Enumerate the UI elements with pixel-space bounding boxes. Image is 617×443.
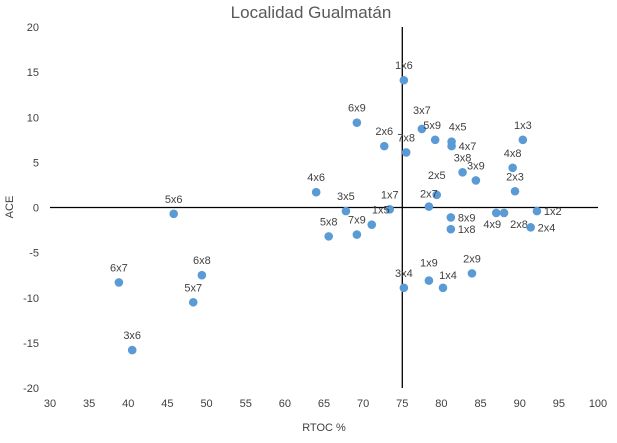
chart-title: Localidad Gualmatán — [231, 3, 392, 22]
data-point — [424, 276, 434, 285]
data-point — [188, 297, 198, 307]
y-tick-label: 20 — [27, 22, 39, 34]
x-tick-label: 95 — [553, 398, 565, 410]
x-tick-label: 45 — [161, 398, 173, 410]
data-label: 1x3 — [514, 120, 532, 132]
data-label: 2x6 — [375, 126, 393, 138]
data-label: 3x7 — [413, 105, 431, 117]
data-point — [491, 208, 501, 218]
y-tick-label: 5 — [33, 157, 39, 169]
data-label: 1x9 — [420, 258, 438, 270]
data-point — [508, 163, 517, 173]
data-point — [499, 208, 509, 218]
data-point — [467, 269, 477, 278]
data-point — [401, 148, 411, 157]
data-point — [518, 135, 528, 145]
data-label: 2x3 — [506, 171, 524, 183]
data-label: 8x9 — [458, 212, 476, 224]
y-axis-label: ACE — [4, 196, 16, 219]
data-point — [399, 75, 409, 85]
y-tick-label: -20 — [23, 383, 39, 395]
x-tick-label: 85 — [474, 398, 486, 410]
x-tick-label: 55 — [240, 398, 252, 410]
data-point — [432, 190, 442, 200]
data-point — [169, 209, 178, 219]
data-label: 3x9 — [467, 160, 485, 172]
x-tick-label: 35 — [83, 398, 95, 410]
y-tick-label: -15 — [23, 338, 39, 350]
x-tick-label: 75 — [396, 398, 408, 410]
data-label: 1x2 — [544, 206, 562, 218]
y-tick-label: 0 — [33, 203, 39, 215]
data-point — [510, 186, 520, 196]
data-point — [417, 124, 427, 134]
data-point — [379, 141, 389, 151]
data-point — [352, 230, 362, 239]
data-label: 2x8 — [510, 219, 528, 231]
data-label: 6x9 — [348, 103, 366, 115]
data-point — [385, 205, 395, 214]
data-point — [399, 283, 409, 293]
data-point — [352, 118, 362, 127]
y-tick-label: -10 — [23, 293, 39, 305]
data-label: 1x6 — [395, 60, 413, 72]
data-label: 5x6 — [165, 194, 183, 206]
data-label: 5x8 — [320, 216, 338, 228]
y-tick-label: 10 — [27, 112, 39, 124]
data-point — [430, 135, 440, 145]
data-point — [471, 176, 481, 185]
data-label: 1x7 — [381, 189, 399, 201]
data-label: 5x9 — [423, 120, 441, 132]
data-label: 4x9 — [483, 219, 501, 231]
data-point — [526, 223, 535, 232]
data-label: 2x4 — [538, 222, 556, 234]
x-tick-label: 80 — [435, 398, 447, 410]
data-point — [341, 206, 351, 216]
data-label: 4x7 — [459, 141, 477, 153]
x-tick-label: 60 — [279, 398, 291, 410]
data-point — [197, 270, 207, 280]
data-point — [127, 345, 137, 355]
y-tick-label: -5 — [29, 248, 39, 260]
x-tick-label: 65 — [318, 398, 330, 410]
data-label: 3x4 — [395, 268, 413, 280]
x-tick-label: 90 — [514, 398, 526, 410]
data-label: 4x6 — [307, 172, 325, 184]
data-label: 3x6 — [123, 330, 141, 342]
data-point — [424, 202, 434, 211]
data-label: 1x8 — [458, 224, 476, 236]
data-point — [438, 283, 448, 293]
x-tick-label: 70 — [357, 398, 369, 410]
data-label: 1x4 — [439, 270, 457, 282]
data-label: 1x5 — [372, 205, 390, 217]
data-label: 3x5 — [337, 191, 355, 203]
data-point — [447, 141, 456, 151]
x-axis-label: RTOC % — [302, 422, 346, 434]
x-tick-label: 50 — [200, 398, 212, 410]
y-tick-label: 15 — [27, 67, 39, 79]
data-label: 6x8 — [193, 255, 211, 267]
data-point — [446, 224, 456, 234]
data-label: 3x8 — [454, 152, 472, 164]
data-point — [311, 187, 321, 197]
data-label: 6x7 — [110, 262, 128, 274]
data-label: 7x8 — [397, 132, 415, 144]
data-point — [324, 232, 333, 241]
data-label: 2x9 — [463, 253, 481, 265]
data-point — [458, 168, 467, 177]
x-tick-label: 30 — [44, 398, 56, 410]
data-label: 7x9 — [348, 215, 366, 227]
data-label: 5x7 — [184, 282, 202, 294]
data-label: 4x8 — [504, 148, 522, 160]
data-label: 2x5 — [428, 170, 446, 182]
data-label: 2x7 — [420, 189, 438, 201]
data-point — [446, 213, 456, 222]
x-tick-label: 100 — [589, 398, 607, 410]
data-point — [532, 206, 542, 216]
data-point — [367, 220, 377, 229]
data-label: 4x5 — [449, 122, 467, 134]
x-tick-label: 40 — [122, 398, 134, 410]
data-point — [114, 278, 124, 287]
